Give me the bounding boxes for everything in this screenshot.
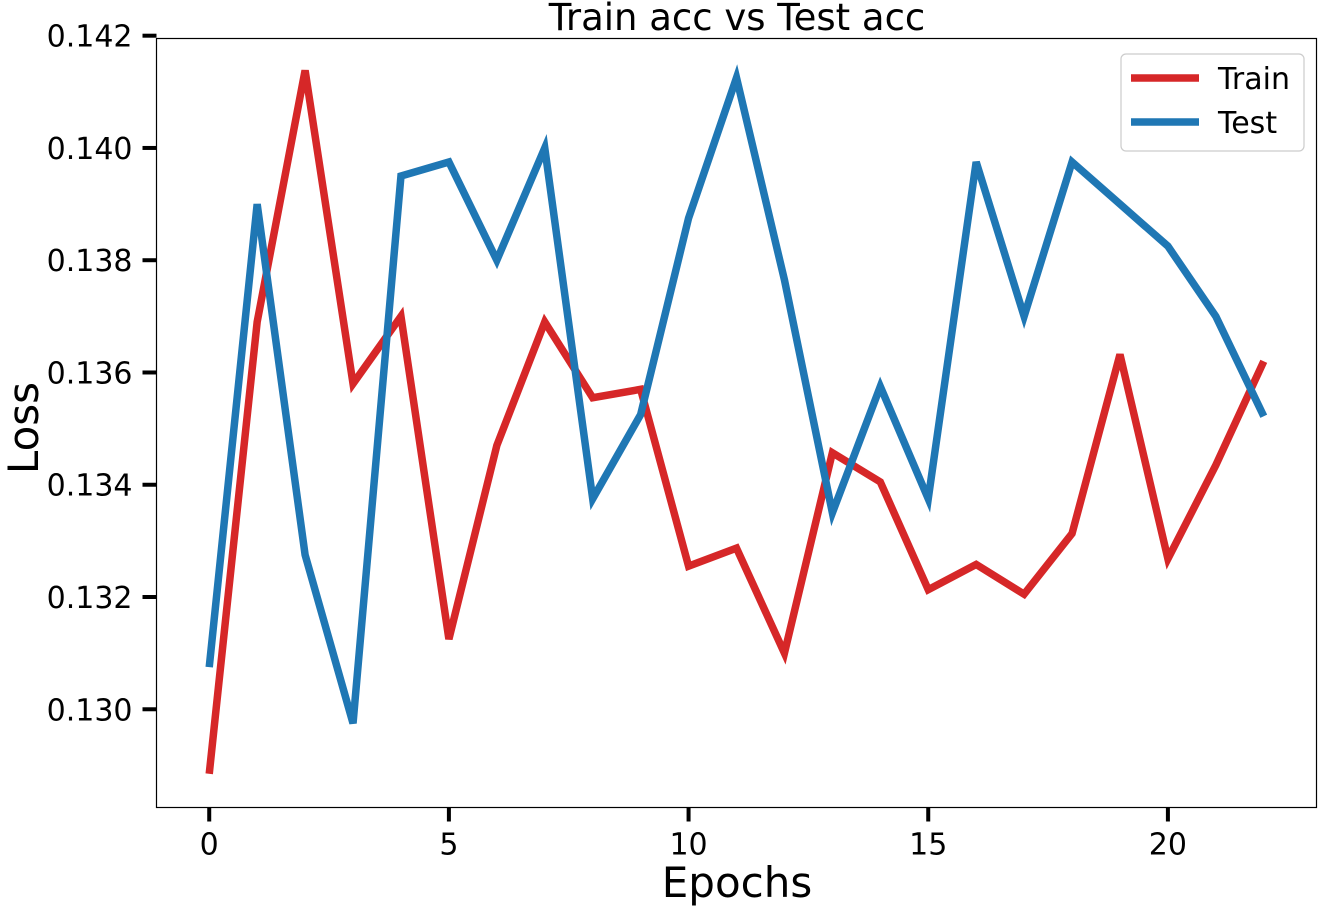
- y-tick-label: 0.140: [47, 132, 133, 167]
- y-tick-label: 0.136: [47, 356, 133, 391]
- y-tick-label: 0.134: [47, 469, 133, 504]
- x-tick-label: 5: [439, 828, 458, 863]
- y-tick-label: 0.130: [47, 693, 133, 728]
- series-layer: [205, 64, 1268, 775]
- plot-frame: [155, 37, 1318, 809]
- x-tick-label: 0: [200, 828, 219, 863]
- y-tick-label: 0.132: [47, 581, 133, 616]
- x-tick-label: 20: [1149, 828, 1187, 863]
- y-tick-label: 0.138: [47, 244, 133, 279]
- y-tick-label: 0.142: [47, 20, 133, 55]
- legend-label-test: Test: [1217, 106, 1277, 141]
- x-axis-label: Epochs: [662, 858, 813, 906]
- legend-label-train: Train: [1217, 62, 1290, 97]
- legend: Train Test: [1120, 53, 1305, 152]
- series-line-test: [205, 64, 1268, 725]
- x-axis: 0 5 10 15 20: [200, 807, 1187, 863]
- chart-title: Train acc vs Test acc: [548, 0, 926, 39]
- y-axis-label: Loss: [0, 382, 48, 474]
- series-line-train: [205, 69, 1268, 775]
- x-tick-label: 10: [669, 828, 707, 863]
- y-axis: 0.130 0.132 0.134 0.136 0.138 0.140 0.142: [47, 20, 157, 728]
- plot-area: [155, 37, 1318, 809]
- x-tick-label: 15: [909, 828, 947, 863]
